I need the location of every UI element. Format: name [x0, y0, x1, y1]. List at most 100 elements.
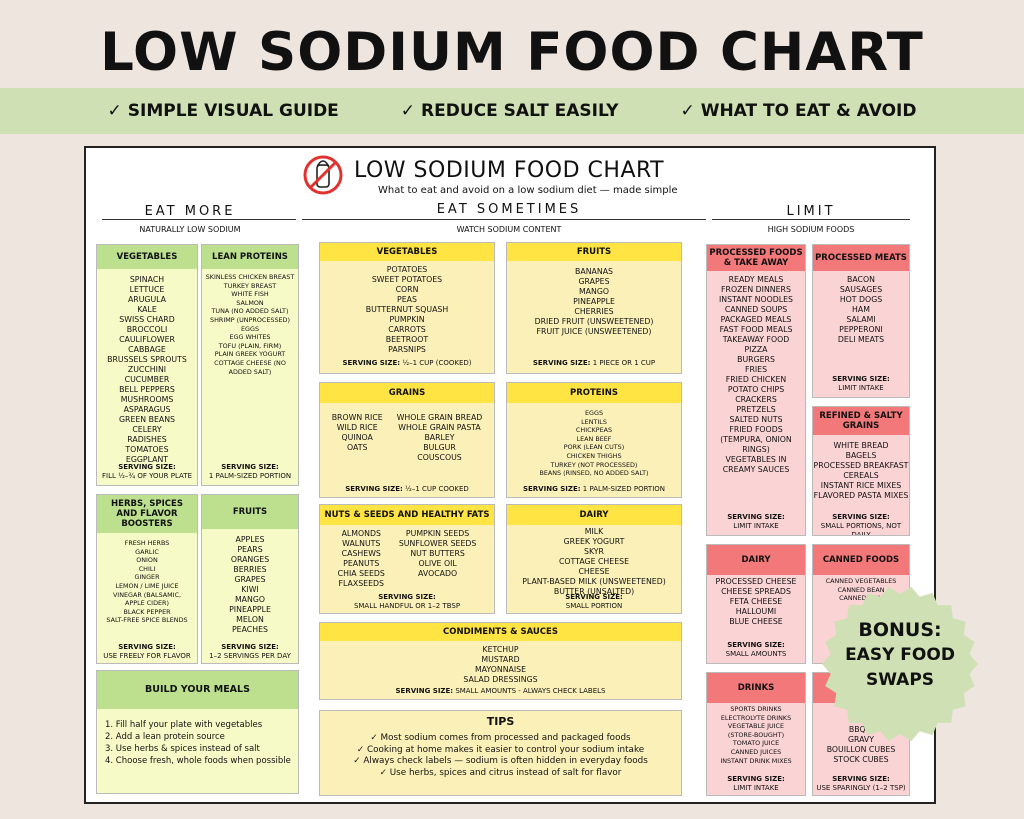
banner-label: REDUCE SALT EASILY — [421, 101, 619, 121]
list-item: CANNED BEAN — [837, 585, 885, 594]
list-item: CRACKERS — [735, 395, 777, 404]
list-item: TOFU (PLAIN, FIRM) — [218, 341, 282, 350]
list-item: PINEAPPLE — [573, 297, 615, 306]
list-item: TUNA (NO ADDED SALT) — [211, 307, 289, 316]
list-item: PEAS — [397, 295, 417, 304]
list-item: PACKAGED MEALS — [720, 315, 792, 324]
card-title: HERBS, SPICES AND FLAVOR BOOSTERS — [97, 495, 197, 533]
list-item: POTATOES — [386, 265, 428, 274]
serving-size: SERVING SIZE: LIMIT INTAKE — [727, 513, 785, 530]
item-list: SKINLESS CHICKEN BREAST TURKEY BREAST WHIT… — [202, 269, 298, 376]
list-item: INSTANT RICE MIXES — [820, 481, 902, 490]
check-icon: ✓ — [680, 101, 695, 121]
list-item: FRUIT JUICE (UNSWEETENED) — [536, 327, 652, 336]
list-item: GARLIC — [135, 547, 159, 556]
list-item: SKYR — [584, 547, 604, 556]
card-title: PROCESSED MEATS — [813, 245, 909, 271]
card-tips: TIPS ✓ Most sodium comes from processed … — [319, 710, 682, 796]
list-item: PEACHES — [231, 625, 268, 634]
list-item: LEAN BEEF — [576, 434, 612, 443]
list-item: OATS — [346, 443, 368, 452]
list-item: WHOLE GRAIN BREAD — [396, 413, 483, 422]
card-condiments: CONDIMENTS & SAUCES KETCHUP MUSTARD MAYONN… — [319, 622, 682, 700]
list-item: TURKEY (NOT PROCESSED) — [550, 460, 638, 469]
list-item: COTTAGE CHEESE — [558, 557, 630, 566]
item-list: SPINACH LETTUCE ARUGULA KALE SWISS CHARD BROC… — [97, 269, 197, 465]
list-item: CEREALS — [843, 471, 879, 480]
list-item: PUMPKIN — [389, 315, 425, 324]
list-item: QUINOA — [341, 433, 373, 442]
item-list: ALMONDS WALNUTS CASHEWS PEANUTS CHIA SEEDS FL… — [320, 525, 494, 589]
list-item: PARSNIPS — [388, 345, 426, 354]
list-item: READY MEALS — [728, 275, 784, 284]
list-item: WHOLE GRAIN PASTA — [398, 423, 481, 432]
item-column: ALMONDS WALNUTS CASHEWS PEANUTS CHIA SEEDS FL… — [338, 529, 385, 589]
serving-size: SERVING SIZE: LIMIT INTAKE — [832, 375, 890, 392]
list-item: ✓ Always check labels — sodium is often … — [353, 756, 648, 766]
card-title: CONDIMENTS & SAUCES — [320, 623, 681, 641]
list-item: MELON — [236, 615, 264, 624]
list-item: HAM — [852, 305, 870, 314]
list-item: BBQ S — [848, 725, 874, 734]
item-column: PUMPKIN SEEDS SUNFLOWER SEEDS NUT BUTTERS O… — [399, 529, 476, 589]
list-item: FAST FOOD MEALS — [719, 325, 793, 334]
item-column: BROWN RICE WILD RICE QUINOA OATS — [332, 413, 383, 463]
list-item: PINEAPPLE — [229, 605, 271, 614]
item-list: CANNED VEGETABLES CANNED BEAN CANNED FISH — [813, 575, 909, 603]
list-item: CHEESE — [578, 567, 610, 576]
list-item: ONION — [136, 556, 158, 565]
food-chart-sheet: LOW SODIUM FOOD CHART What to eat and av… — [84, 146, 936, 804]
list-item: (TEMPURA, ONION — [720, 435, 792, 444]
list-item: KALE — [137, 305, 157, 314]
list-item: FLAVORED PASTA MIXES — [813, 491, 909, 500]
card-more-fruits: FRUITS APPLES PEARS ORANGES BERRIES GRAPES KI… — [201, 494, 299, 664]
list-item: SALTED NUTS — [729, 415, 783, 424]
serving-size: SERVING SIZE: ½–1 CUP COOKED — [345, 485, 469, 493]
list-item: SUNFLOWER SEEDS — [398, 539, 477, 548]
feature-banner: ✓ SIMPLE VISUAL GUIDE ✓ REDUCE SALT EASILY… — [0, 88, 1024, 134]
list-item: CELERY — [132, 425, 162, 434]
serving-size: SERVING SIZE: 1 PALM-SIZED PORTION — [522, 485, 666, 493]
list-item: ELECTROLYTE DRINKS — [720, 713, 792, 722]
list-item: LENTILS — [581, 417, 607, 426]
card-title: GRAINS — [320, 383, 494, 403]
list-item: CANNED FISH — [839, 594, 883, 603]
list-item: ORANGES — [230, 555, 270, 564]
list-item: SPORTS DRINKS — [730, 705, 782, 713]
list-item: TOMATO JUICE — [732, 739, 780, 748]
list-item: BRUSSELS SPROUTS — [107, 355, 187, 364]
list-item: BROWN RICE — [331, 413, 383, 422]
list-item: ✓ Use herbs, spices and citrus instead o… — [379, 767, 622, 778]
list-item: MANGO — [578, 287, 610, 296]
serving-size: SERVING SIZE: SMALL PORTION — [565, 593, 623, 610]
list-item: INSTANT NOODLES — [719, 295, 793, 304]
list-item: SPINACH — [129, 275, 165, 284]
bonus-badge-shape — [822, 586, 978, 742]
list-item: ZUCCHINI — [127, 365, 167, 374]
serving-size: SERVING SIZE: LIMIT INTAKE — [727, 775, 785, 792]
list-item: CREAMY SAUCES — [722, 465, 790, 474]
list-item: FETA CHEESE — [729, 597, 783, 606]
main-title: LOW SODIUM FOOD CHART — [100, 22, 924, 83]
list-item: CABBAGE — [128, 345, 166, 354]
column-sub-eat-more: NATURALLY LOW SODIUM — [139, 225, 241, 234]
list-item: RINGS) — [742, 445, 770, 454]
item-list: BANANAS GRAPES MANGO PINEAPPLE CHERRIES DRIED… — [507, 261, 681, 337]
list-item: CUCUMBER — [124, 375, 170, 384]
card-limit-processed-foods: PROCESSED FOODS & TAKE AWAY READY MEALS F… — [706, 244, 806, 536]
item-list: BACON SAUSAGES HOT DOGS HAM SALAMI PEPPERONI D… — [813, 271, 909, 345]
list-item: BUTTERNUT SQUASH — [365, 305, 449, 314]
list-item: BROCCOLI — [126, 325, 168, 334]
card-title: DAIRY — [707, 545, 805, 575]
list-item: BEETROOT — [385, 335, 429, 344]
card-more-herbs: HERBS, SPICES AND FLAVOR BOOSTERS FRESH … — [96, 494, 198, 664]
list-item: MAYONNAISE — [474, 665, 527, 674]
list-item: VEGETABLES IN — [725, 455, 787, 464]
list-item: PEANUTS — [343, 559, 380, 568]
list-item: MUSTARD — [481, 655, 520, 664]
sheet-subtitle: What to eat and avoid on a low sodium di… — [378, 185, 678, 196]
list-item: EGG WHITES — [229, 333, 271, 342]
card-title: FRUITS — [202, 495, 298, 529]
list-item: 2. Add a lean protein source — [105, 732, 225, 742]
list-item: CAULIFLOWER — [119, 335, 175, 344]
